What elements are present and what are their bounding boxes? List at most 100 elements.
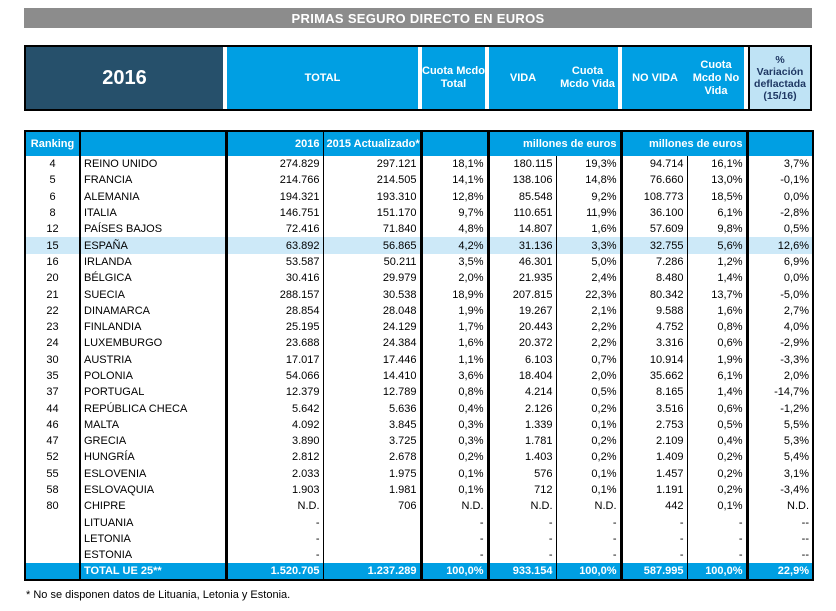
cell-cuota_mcdo_total: -: [421, 514, 490, 531]
cell-no_vida: 94.714: [621, 156, 688, 173]
cell-cuota_mcdo_no_vida: 100,0%: [687, 563, 749, 581]
cell-cuota_mcdo_total: 0,1%: [421, 465, 490, 482]
cell-rank: 21: [25, 286, 81, 303]
cell-country: IRLANDA: [80, 253, 228, 271]
cell-vida: 19.267: [488, 302, 557, 319]
cell-total_2016: 17.017: [226, 351, 324, 368]
cell-total_2015_actualizado: 28.048: [323, 302, 423, 319]
cell-country: HUNGRÍA: [80, 449, 228, 466]
cell-no_vida: 1.191: [621, 481, 688, 499]
cell-cuota_mcdo_no_vida: -: [687, 547, 749, 564]
cell-cuota_mcdo_no_vida: 16,1%: [687, 156, 749, 173]
data-table: Ranking 2016 2015 Actualizado* millones …: [24, 130, 814, 582]
footnote: * No se disponen datos de Lituania, Leto…: [26, 589, 291, 601]
table-row: 24 LUXEMBURGO 23.688 24.384 1,6% 20.372 2,2% 3.…: [25, 335, 813, 352]
cell-total_2015_actualizado: 71.840: [323, 221, 423, 238]
cell-total_2015_actualizado: 151.170: [323, 204, 423, 222]
cell-rank: [25, 563, 81, 581]
cell-cuota_mcdo_total: 1,7%: [421, 318, 490, 336]
cell-cuota_mcdo_total: -: [421, 547, 490, 564]
cell-cuota_mcdo_no_vida: 0,6%: [687, 400, 749, 417]
header-total: TOTAL: [227, 47, 422, 109]
cell-cuota_mcdo_no_vida: 0,4%: [687, 433, 749, 450]
cell-cuota_mcdo_vida: 2,2%: [556, 318, 623, 336]
table-body: 4 REINO UNIDO 274.829 297.121 18,1% 180.115 19…: [25, 156, 813, 581]
cell-country: AUSTRIA: [80, 351, 228, 368]
cell-cuota_mcdo_total: 100,0%: [421, 563, 490, 581]
cell-country: FINLANDIA: [80, 318, 228, 336]
cell-no_vida: 2.109: [621, 433, 688, 450]
cell-cuota_mcdo_vida: 2,1%: [556, 302, 623, 319]
cell-no_vida: 8.165: [621, 384, 688, 401]
cell-total_2015_actualizado: [323, 514, 423, 531]
cell-total_2015_actualizado: 2.678: [323, 449, 423, 466]
cell-variacion_deflactada_15_16: 22,9%: [747, 563, 813, 581]
cell-rank: 16: [25, 253, 81, 271]
cell-country: TOTAL UE 25**: [80, 563, 228, 581]
subheader-2016: 2016: [226, 131, 324, 156]
cell-rank: 52: [25, 449, 81, 466]
cell-vida: 180.115: [488, 156, 557, 173]
cell-cuota_mcdo_vida: 2,0%: [556, 367, 623, 385]
cell-total_2015_actualizado: 1.237.289: [323, 563, 423, 581]
cell-cuota_mcdo_no_vida: 0,2%: [687, 465, 749, 482]
cell-total_2015_actualizado: 50.211: [323, 253, 423, 271]
cell-vida: -: [488, 530, 557, 548]
cell-cuota_mcdo_vida: 9,2%: [556, 188, 623, 205]
table-row: 30 AUSTRIA 17.017 17.446 1,1% 6.103 0,7% 10.914…: [25, 351, 813, 368]
cell-total_2016: 274.829: [226, 156, 324, 173]
cell-cuota_mcdo_total: 0,3%: [421, 433, 490, 450]
cell-cuota_mcdo_vida: -: [556, 547, 623, 564]
cell-country: LETONIA: [80, 530, 228, 548]
cell-cuota_mcdo_vida: 3,3%: [556, 237, 623, 254]
cell-cuota_mcdo_total: 3,6%: [421, 367, 490, 385]
cell-vida: 1.403: [488, 449, 557, 466]
cell-cuota_mcdo_vida: 2,2%: [556, 335, 623, 352]
cell-total_2016: 194.321: [226, 188, 324, 205]
cell-cuota_mcdo_vida: 0,1%: [556, 465, 623, 482]
table-row: 55 ESLOVENIA 2.033 1.975 0,1% 576 0,1% 1.457 0,2…: [25, 465, 813, 482]
cell-variacion_deflactada_15_16: 2,0%: [747, 367, 813, 385]
cell-country: CHIPRE: [80, 498, 228, 515]
cell-cuota_mcdo_vida: 0,1%: [556, 416, 623, 434]
cell-no_vida: 3.516: [621, 400, 688, 417]
cell-total_2016: 3.890: [226, 433, 324, 450]
cell-variacion_deflactada_15_16: -1,2%: [747, 400, 813, 417]
cell-vida: 933.154: [488, 563, 557, 581]
header-vida: VIDA: [489, 47, 557, 109]
subheader-row: Ranking 2016 2015 Actualizado* millones …: [25, 131, 813, 156]
table-row: 80 CHIPRE N.D. 706 N.D. N.D. N.D. 442 0,1% N.D.: [25, 498, 813, 515]
cell-variacion_deflactada_15_16: -2,8%: [747, 204, 813, 222]
table-row: 47 GRECIA 3.890 3.725 0,3% 1.781 0,2% 2.109 0,4%…: [25, 433, 813, 450]
table-row: 23 FINLANDIA 25.195 24.129 1,7% 20.443 2,2% 4.7…: [25, 318, 813, 336]
cell-country: BÉLGICA: [80, 270, 228, 287]
cell-cuota_mcdo_total: -: [421, 530, 490, 548]
cell-rank: 46: [25, 416, 81, 434]
cell-cuota_mcdo_no_vida: 0,2%: [687, 449, 749, 466]
cell-vida: 4.214: [488, 384, 557, 401]
cell-country: PAÍSES BAJOS: [80, 221, 228, 238]
subheader-ranking: Ranking: [25, 131, 81, 156]
cell-no_vida: 10.914: [621, 351, 688, 368]
cell-total_2016: 146.751: [226, 204, 324, 222]
cell-cuota_mcdo_total: 18,9%: [421, 286, 490, 303]
cell-total_2016: 72.416: [226, 221, 324, 238]
table-row: 16 IRLANDA 53.587 50.211 3,5% 46.301 5,0% 7.286…: [25, 253, 813, 271]
table-row: 21 SUECIA 288.157 30.538 18,9% 207.815 22,3% 80…: [25, 286, 813, 303]
cell-cuota_mcdo_total: 12,8%: [421, 188, 490, 205]
cell-total_2016: 12.379: [226, 384, 324, 401]
cell-vida: 20.443: [488, 318, 557, 336]
cell-vida: 6.103: [488, 351, 557, 368]
cell-country: ESLOVENIA: [80, 465, 228, 482]
cell-country: SUECIA: [80, 286, 228, 303]
cell-vida: -: [488, 514, 557, 531]
cell-variacion_deflactada_15_16: 2,7%: [747, 302, 813, 319]
cell-variacion_deflactada_15_16: -5,0%: [747, 286, 813, 303]
cell-total_2015_actualizado: [323, 530, 423, 548]
cell-cuota_mcdo_total: 0,3%: [421, 416, 490, 434]
cell-vida: 138.106: [488, 172, 557, 189]
cell-cuota_mcdo_vida: 22,3%: [556, 286, 623, 303]
cell-no_vida: 32.755: [621, 237, 688, 254]
cell-cuota_mcdo_no_vida: 1,6%: [687, 302, 749, 319]
cell-total_2016: 53.587: [226, 253, 324, 271]
